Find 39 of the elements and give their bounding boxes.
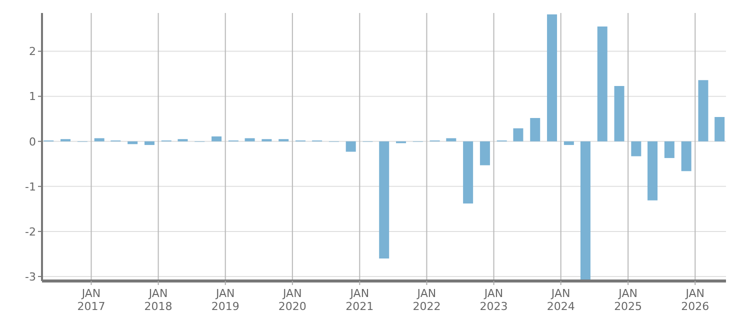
x-tick-label: JAN 2021	[346, 287, 374, 313]
bar	[463, 141, 474, 204]
x-tick-label: JAN 2023	[480, 287, 508, 313]
bar	[513, 128, 524, 142]
bar	[212, 136, 222, 142]
bar	[446, 138, 456, 142]
bar	[530, 118, 540, 142]
bar	[379, 141, 390, 258]
bar	[480, 141, 490, 166]
x-tick-label: JAN 2026	[681, 287, 710, 313]
bar	[631, 141, 642, 156]
x-tick-label: JAN 2024	[546, 287, 575, 313]
bar	[94, 138, 104, 142]
y-tick-label: 2	[29, 45, 36, 58]
x-tick-label: JAN 2019	[211, 287, 240, 313]
bar	[144, 141, 154, 145]
bar	[664, 141, 674, 158]
x-tick-label: JAN 2017	[77, 287, 106, 313]
y-tick-label: 1	[29, 90, 36, 104]
bar	[614, 86, 624, 142]
x-tick-label: JAN 2025	[614, 287, 642, 313]
bar	[346, 141, 356, 152]
bar	[128, 141, 138, 144]
bar	[597, 26, 608, 142]
bar	[547, 14, 558, 142]
bar	[580, 141, 590, 281]
x-tick-label: JAN 2022	[412, 287, 441, 313]
x-tick-label: JAN 2018	[144, 287, 172, 313]
bar	[681, 141, 692, 172]
bar	[698, 80, 708, 142]
y-tick-label: 0	[29, 135, 36, 148]
bar	[564, 141, 574, 145]
x-tick-label: JAN 2020	[278, 287, 306, 313]
bar	[714, 117, 725, 142]
y-tick-label: -2	[25, 225, 36, 238]
bar	[648, 141, 658, 200]
y-tick-label: -3	[25, 270, 36, 284]
y-tick-label: -1	[25, 180, 36, 194]
bar	[244, 138, 255, 142]
